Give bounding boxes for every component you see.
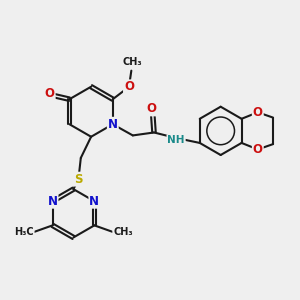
Text: CH₃: CH₃ (113, 227, 133, 237)
Text: H₃C: H₃C (14, 227, 34, 237)
Text: S: S (74, 172, 83, 186)
Text: O: O (45, 87, 55, 100)
Text: NH: NH (167, 135, 185, 145)
Text: N: N (47, 195, 58, 208)
Text: CH₃: CH₃ (122, 57, 142, 68)
Text: O: O (253, 143, 263, 156)
Text: N: N (108, 118, 118, 131)
Text: O: O (253, 106, 263, 119)
Text: O: O (146, 102, 156, 116)
Text: N: N (89, 195, 99, 208)
Text: O: O (124, 80, 134, 93)
